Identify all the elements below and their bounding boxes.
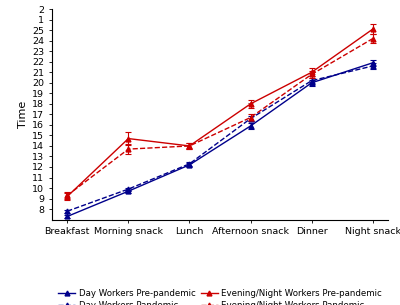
Text: *: * [248,102,254,112]
Y-axis label: Time: Time [18,101,28,128]
Legend: Day Workers Pre-pandemic, Day Workers Pandemic, Evening/Night Workers Pre-pandem: Day Workers Pre-pandemic, Day Workers Pa… [56,287,384,305]
